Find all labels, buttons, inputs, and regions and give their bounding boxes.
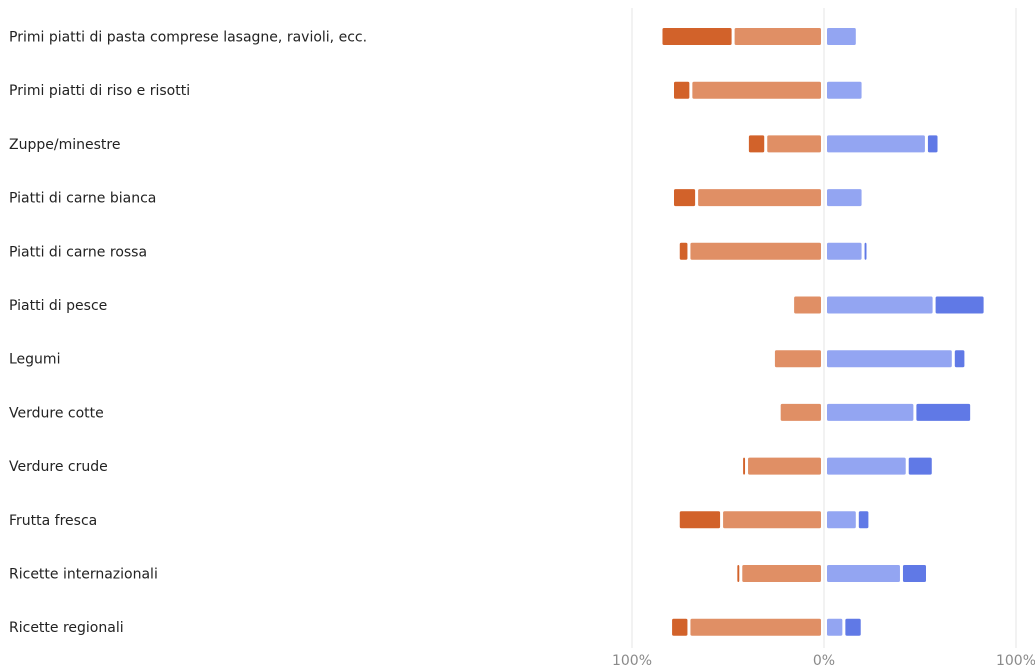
bar-positive-1-row-6: [954, 350, 965, 368]
bar-positive-1-row-9: [858, 511, 869, 529]
bar-negative-0-row-10: [737, 565, 740, 582]
bar-positive-1-row-8: [908, 457, 932, 475]
bar-positive-0-row-6: [827, 350, 952, 368]
bar-negative-1-row-2: [767, 135, 821, 153]
bar-positive-1-row-10: [902, 565, 926, 582]
bar-negative-1-row-9: [723, 511, 821, 529]
category-label-8: Verdure crude: [9, 459, 108, 475]
bar-positive-0-row-5: [827, 296, 933, 314]
bar-positive-1-row-5: [935, 296, 984, 314]
x-axis-ticks: 100% 0% 100%: [612, 653, 1035, 669]
bar-positive-0-row-3: [827, 189, 862, 207]
x-tick-label-1: 0%: [813, 653, 835, 669]
bar-positive-1-row-11: [845, 618, 861, 636]
bar-negative-0-row-8: [743, 457, 746, 475]
category-label-11: Ricette regionali: [9, 620, 124, 636]
bar-negative-0-row-11: [672, 618, 688, 636]
category-label-5: Piatti di pesce: [9, 298, 107, 314]
bar-negative-0-row-9: [679, 511, 721, 529]
bar-negative-0-row-3: [674, 189, 696, 207]
grid-layer: [631, 8, 1017, 648]
bar-positive-0-row-11: [827, 618, 843, 636]
bar-negative-0-row-2: [748, 135, 765, 153]
category-labels: Primi piatti di pasta comprese lasagne, …: [9, 30, 367, 637]
bar-negative-1-row-4: [690, 242, 821, 260]
bar-positive-0-row-9: [827, 511, 856, 529]
bar-negative-0-row-1: [674, 81, 690, 99]
bar-positive-1-row-2: [927, 135, 938, 153]
category-label-1: Primi piatti di riso e risotti: [9, 83, 190, 99]
bar-positive-0-row-0: [827, 28, 856, 45]
bar-negative-0-row-0: [662, 28, 732, 45]
bar-negative-0-row-4: [679, 242, 688, 260]
category-label-7: Verdure cotte: [9, 405, 104, 421]
x-tick-label-2: 100%: [996, 653, 1035, 669]
x-tick-label-0: 100%: [612, 653, 652, 669]
bar-negative-1-row-0: [734, 28, 821, 45]
category-label-3: Piatti di carne bianca: [9, 191, 156, 207]
bar-positive-0-row-8: [827, 457, 906, 475]
bar-negative-1-row-5: [794, 296, 821, 314]
bar-positive-0-row-1: [827, 81, 862, 99]
category-label-2: Zuppe/minestre: [9, 137, 120, 153]
bar-positive-1-row-7: [916, 403, 971, 421]
bar-positive-0-row-2: [827, 135, 925, 153]
category-label-0: Primi piatti di pasta comprese lasagne, …: [9, 30, 367, 46]
category-label-6: Legumi: [9, 352, 60, 368]
bar-negative-1-row-6: [774, 350, 821, 368]
bar-negative-1-row-11: [690, 618, 821, 636]
bar-positive-0-row-10: [827, 565, 900, 582]
bar-negative-1-row-3: [698, 189, 821, 207]
bar-negative-1-row-10: [742, 565, 821, 582]
bar-positive-1-row-4: [864, 242, 867, 260]
category-label-9: Frutta fresca: [9, 513, 97, 529]
bar-negative-1-row-1: [692, 81, 821, 99]
bar-positive-0-row-7: [827, 403, 914, 421]
bar-negative-1-row-8: [748, 457, 821, 475]
bar-positive-0-row-4: [827, 242, 862, 260]
bar-negative-1-row-7: [780, 403, 821, 421]
category-label-4: Piatti di carne rossa: [9, 244, 147, 260]
category-label-10: Ricette internazionali: [9, 567, 158, 583]
bars-layer: [662, 28, 984, 636]
